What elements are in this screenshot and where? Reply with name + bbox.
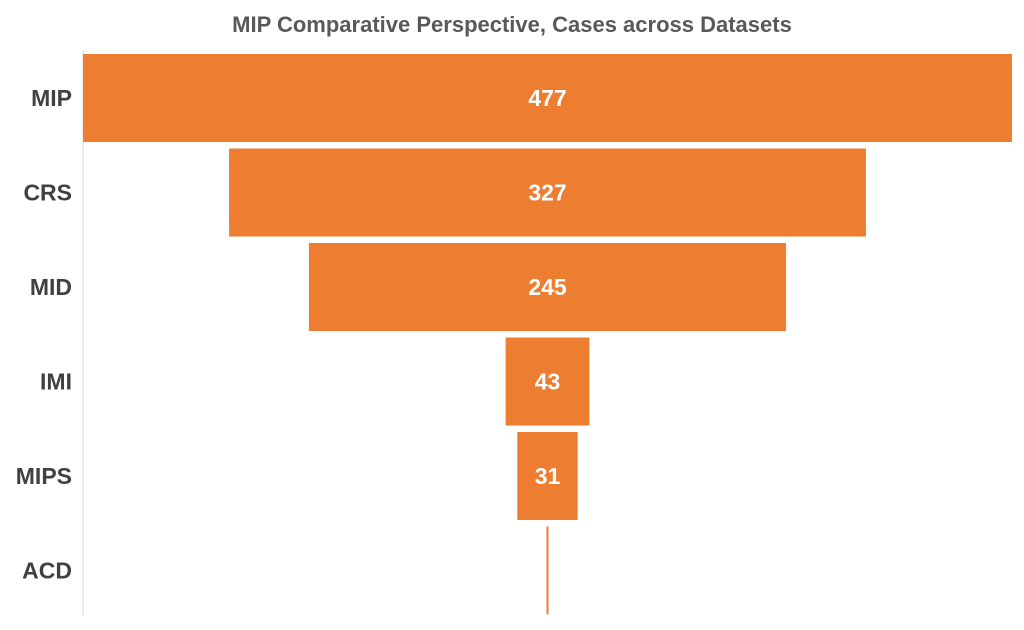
category-label-mip: MIP [31, 85, 72, 111]
category-label-mips: MIPS [16, 463, 72, 489]
funnel-bar-acd [546, 526, 549, 615]
category-label-imi: IMI [40, 369, 72, 395]
chart-title: MIP Comparative Perspective, Cases acros… [232, 12, 792, 37]
data-label-mid: 245 [528, 274, 567, 300]
labels-layer: MIP 477 CRS 327 MID 245 IMI 43 MIPS 31 ACD [16, 85, 567, 584]
data-label-crs: 327 [528, 180, 566, 206]
category-label-acd: ACD [22, 558, 72, 584]
funnel-bar-mid [308, 243, 787, 331]
category-label-mid: MID [30, 274, 72, 300]
funnel-bar-crs [229, 148, 866, 237]
data-label-imi: 43 [535, 369, 561, 395]
bars-layer [83, 54, 1012, 615]
category-label-crs: CRS [23, 180, 72, 206]
funnel-bar-imi [505, 337, 590, 426]
data-label-mips: 31 [535, 463, 561, 489]
funnel-bar-mips [517, 432, 578, 520]
data-label-mip: 477 [528, 85, 566, 111]
funnel-bar-mip [83, 54, 1012, 142]
